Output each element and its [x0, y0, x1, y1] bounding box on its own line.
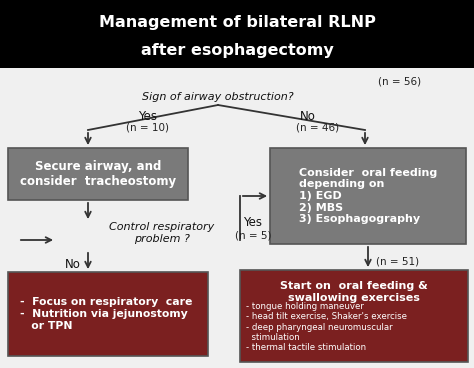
Text: -  Focus on respiratory  care
-  Nutrition via jejunostomy
   or TPN: - Focus on respiratory care - Nutrition …	[20, 297, 192, 330]
Text: (n = 51): (n = 51)	[376, 256, 419, 266]
Text: Control respiratory
problem ?: Control respiratory problem ?	[109, 222, 215, 244]
Text: after esophagectomy: after esophagectomy	[141, 42, 333, 57]
Text: (n = 5): (n = 5)	[235, 230, 271, 240]
Text: (n = 56): (n = 56)	[378, 77, 421, 87]
Text: Management of bilateral RLNP: Management of bilateral RLNP	[99, 14, 375, 29]
Text: No: No	[65, 258, 81, 270]
Bar	[8, 148, 188, 200]
Text: Yes: Yes	[138, 110, 157, 123]
Text: (n = 46): (n = 46)	[296, 122, 339, 132]
Bar	[0, 0, 474, 68]
Text: No: No	[300, 110, 316, 123]
Text: Secure airway, and
consider  tracheostomy: Secure airway, and consider tracheostomy	[20, 160, 176, 188]
Bar	[240, 270, 468, 362]
Text: Consider  oral feeding
depending on
1) EGD
2) MBS
3) Esophagography: Consider oral feeding depending on 1) EG…	[299, 168, 437, 224]
Text: Start on  oral feeding &
swallowing exercises: Start on oral feeding & swallowing exerc…	[280, 281, 428, 303]
Text: (n = 10): (n = 10)	[127, 122, 170, 132]
Text: Sign of airway obstruction?: Sign of airway obstruction?	[142, 92, 294, 102]
Bar	[270, 148, 466, 244]
Text: - tongue holding maneuver
- head tilt exercise, Shaker's exercise
- deep pharyng: - tongue holding maneuver - head tilt ex…	[246, 302, 407, 352]
Text: Yes: Yes	[244, 216, 263, 230]
Bar	[8, 272, 208, 356]
